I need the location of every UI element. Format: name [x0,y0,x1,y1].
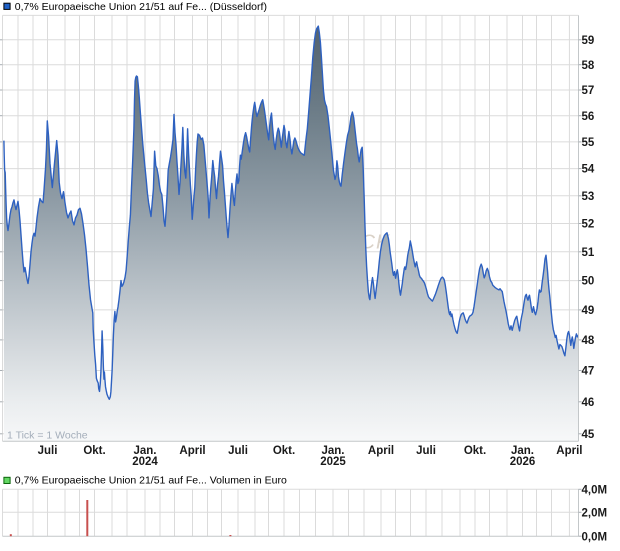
svg-text:1 Tick = 1 Woche: 1 Tick = 1 Woche [7,430,88,442]
svg-text:45: 45 [582,429,595,441]
svg-text:Okt.: Okt. [83,445,105,457]
svg-text:57: 57 [582,85,595,97]
svg-text:Jan.: Jan. [511,445,534,457]
svg-text:Okt.: Okt. [273,445,295,457]
svg-text:47: 47 [582,366,595,378]
svg-text:Jan.: Jan. [133,445,156,457]
svg-text:53: 53 [582,191,595,203]
svg-text:46: 46 [582,397,595,409]
svg-text:Juli: Juli [416,445,436,457]
svg-text:48: 48 [582,335,595,347]
svg-text:0,7% Europaeische Union 21/51: 0,7% Europaeische Union 21/51 auf Fe... … [15,475,287,487]
svg-text:April: April [368,445,394,457]
svg-text:Juli: Juli [38,445,58,457]
svg-text:2026: 2026 [510,456,536,468]
svg-text:Okt.: Okt. [464,445,486,457]
svg-text:49: 49 [582,305,595,317]
svg-text:2025: 2025 [320,456,346,468]
svg-text:April: April [556,445,582,457]
svg-text:55: 55 [582,137,595,149]
svg-text:59: 59 [582,35,595,47]
svg-text:4,0M: 4,0M [582,484,608,496]
svg-text:0,0M: 0,0M [582,531,608,543]
svg-text:Jan.: Jan. [321,445,344,457]
svg-text:52: 52 [582,219,595,231]
svg-text:2,0M: 2,0M [582,507,608,519]
svg-text:April: April [179,445,205,457]
svg-text:Juli: Juli [228,445,248,457]
svg-text:2024: 2024 [132,456,158,468]
svg-text:54: 54 [582,164,595,176]
svg-text:50: 50 [582,276,595,288]
svg-text:0,7% Europaeische Union 21/51: 0,7% Europaeische Union 21/51 auf Fe... … [15,1,267,13]
svg-text:58: 58 [582,60,595,72]
svg-text:51: 51 [582,247,595,259]
svg-text:56: 56 [582,111,595,123]
